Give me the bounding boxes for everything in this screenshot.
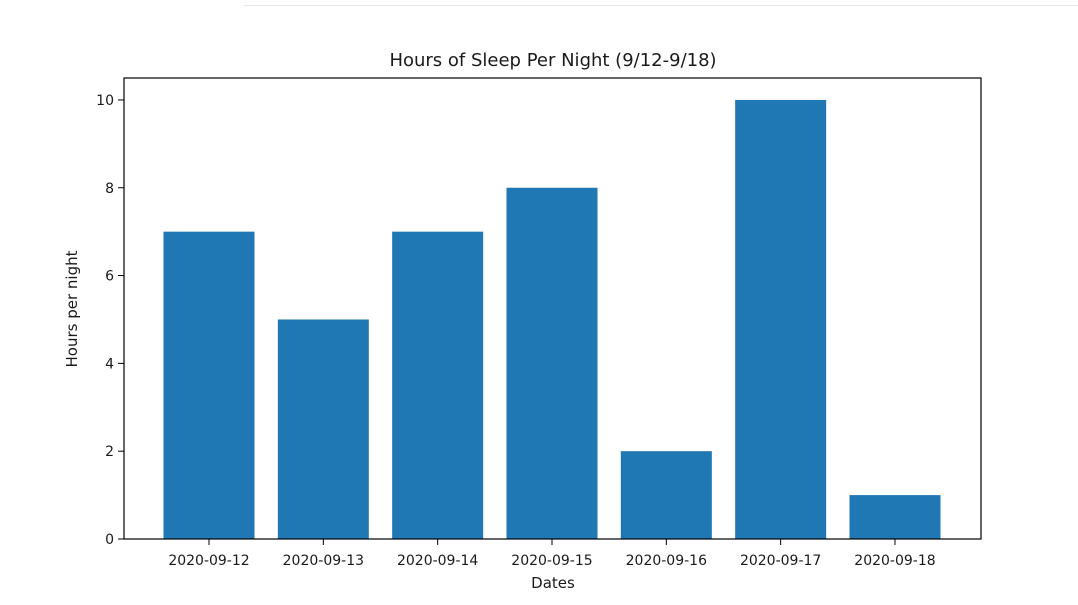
y-tick-label: 2 [105, 444, 114, 460]
plot-area-frame [123, 77, 982, 540]
x-tick-label: 2020-09-15 [511, 553, 592, 569]
y-tick-label: 8 [105, 181, 114, 197]
x-tick-label: 2020-09-16 [626, 553, 707, 569]
bar-2020-09-16 [620, 451, 712, 539]
chart-title: Hours of Sleep Per Night (9/12-9/18) [389, 50, 716, 71]
x-tick-label: 2020-09-18 [854, 553, 935, 569]
y-axis: 0 2 4 6 8 10 [96, 93, 124, 548]
x-axis-label: Dates [531, 574, 575, 592]
bar-2020-09-14 [392, 231, 484, 540]
bars [163, 99, 941, 540]
x-tick-label: 2020-09-13 [283, 553, 364, 569]
y-axis-label: Hours per night [63, 250, 81, 367]
bar-2020-09-17 [735, 99, 827, 539]
x-tick-label: 2020-09-14 [397, 553, 478, 569]
bar-2020-09-12 [163, 231, 255, 540]
x-tick-label: 2020-09-12 [168, 553, 249, 569]
y-tick-label: 4 [105, 356, 114, 372]
x-tick-label: 2020-09-17 [740, 553, 821, 569]
y-tick-label: 0 [105, 532, 114, 548]
bar-2020-09-15 [506, 187, 598, 539]
bar-2020-09-13 [277, 319, 369, 539]
x-axis: 2020-09-12 2020-09-13 2020-09-14 2020-09-15… [168, 539, 936, 569]
y-tick-label: 10 [96, 93, 114, 109]
top-divider [244, 5, 1078, 6]
bar-2020-09-18 [849, 495, 941, 539]
y-tick-label: 6 [105, 269, 114, 285]
